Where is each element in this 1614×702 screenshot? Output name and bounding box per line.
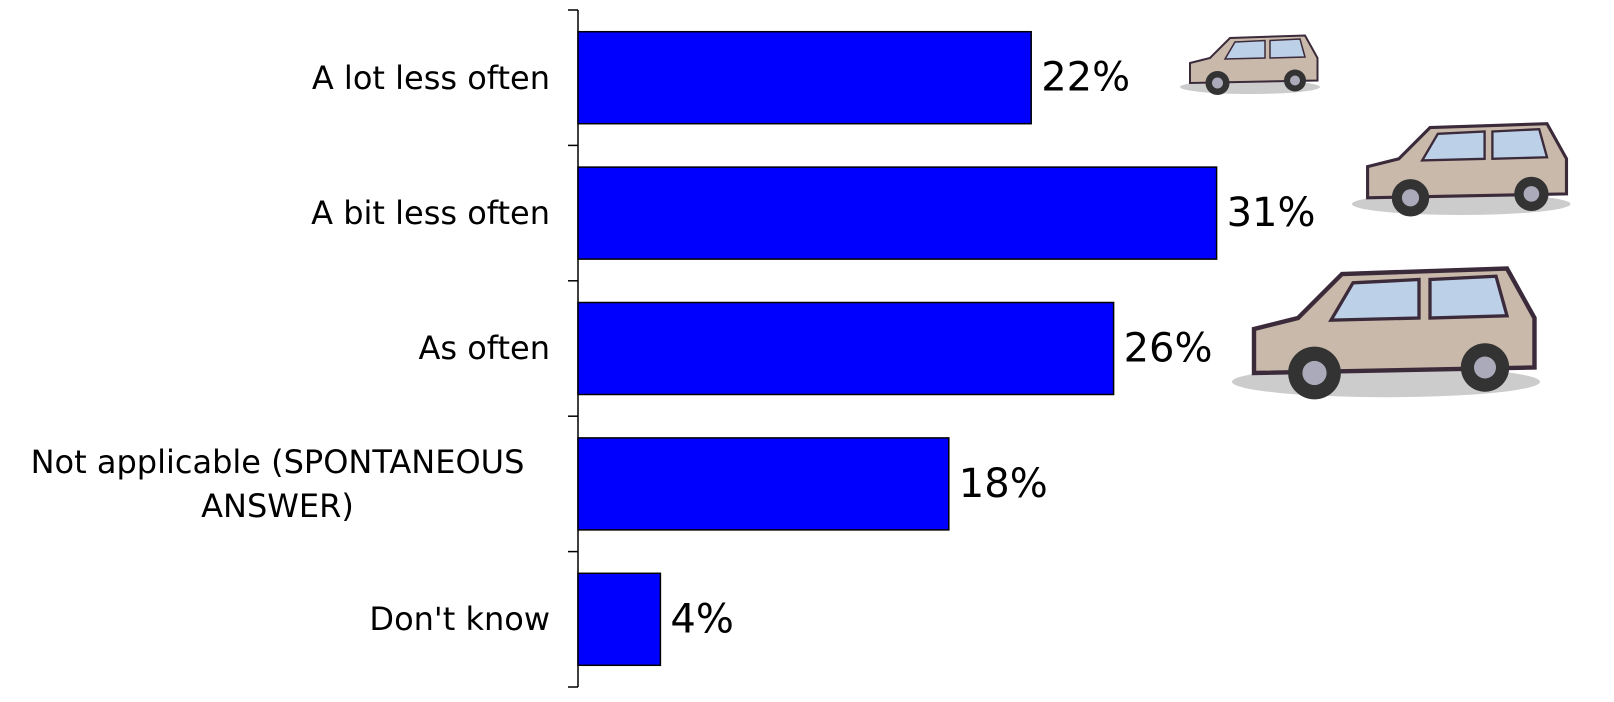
y-tick-label: Not applicable (SPONTANEOUS ANSWER)	[30, 442, 525, 525]
bar	[577, 30, 1032, 125]
value-label: 18%	[959, 461, 1048, 507]
category-label-box: A lot less often	[0, 10, 550, 145]
car-icon	[1352, 122, 1571, 217]
y-tick-label: A lot less often	[311, 58, 550, 97]
bar	[577, 301, 1115, 396]
car-icon	[1232, 266, 1540, 400]
value-label: 4%	[670, 596, 733, 642]
bar	[577, 166, 1218, 260]
bar	[577, 437, 950, 531]
y-tick-label: As often	[418, 329, 550, 368]
category-label-box: A bit less often	[0, 145, 550, 280]
bar	[577, 572, 662, 667]
y-tick-label: A bit less often	[311, 194, 550, 233]
value-label: 22%	[1041, 55, 1130, 101]
category-label-box: As often	[0, 281, 550, 416]
value-label: 26%	[1124, 326, 1213, 372]
value-label: 31%	[1227, 190, 1316, 236]
y-tick-label: Don't know	[369, 600, 550, 639]
car-icon	[1180, 34, 1320, 95]
category-label-box: Not applicable (SPONTANEOUS ANSWER)	[0, 416, 550, 551]
category-label-box: Don't know	[0, 552, 550, 687]
